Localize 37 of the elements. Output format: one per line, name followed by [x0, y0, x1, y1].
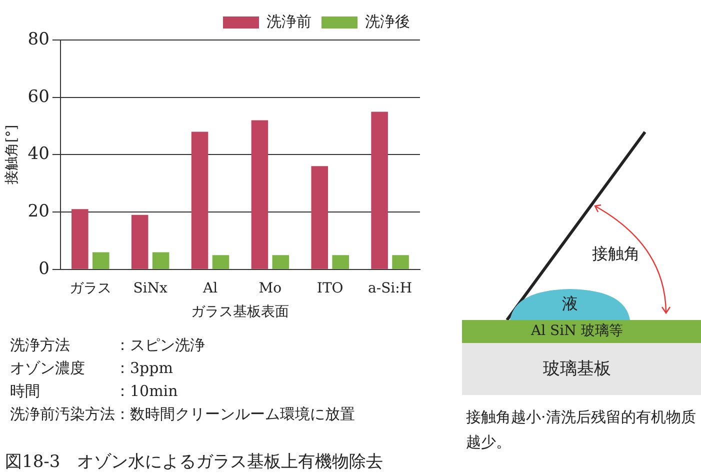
text: 接触角 — [592, 244, 640, 265]
text: オゾン濃度：3ppm — [10, 359, 173, 377]
x-tick-label: SiNx — [133, 280, 168, 296]
bar — [152, 252, 170, 269]
x-axis-title: ガラス基板表面 — [191, 304, 290, 320]
y-tick-label: 60 — [28, 86, 50, 107]
text: 玻璃基板 — [543, 358, 611, 380]
x-tick-label: a-Si:H — [368, 280, 412, 296]
x-tick-label: ITO — [316, 280, 344, 296]
y-axis-title: 接触角[°] — [4, 124, 20, 185]
bar — [311, 166, 328, 269]
x-tick-label: Al — [202, 280, 218, 296]
y-tick-label: 20 — [28, 201, 50, 222]
bar — [212, 255, 230, 269]
bar — [251, 120, 268, 269]
caption: 図18-3 オゾン水によるガラス基板上有機物除去 — [5, 451, 384, 473]
text: 接触角越小·清洗后残留的有机物质越少。 — [466, 407, 697, 453]
bar — [272, 255, 290, 269]
bar — [191, 132, 208, 269]
text: 洗浄方法：スピン洗浄 — [10, 336, 205, 354]
bar — [371, 112, 388, 269]
legend-label: 洗浄前 — [266, 12, 312, 30]
bar — [131, 214, 148, 269]
bar — [332, 255, 349, 269]
text: 洗浄前汚染方法：数時間クリーンルーム環境に放置 — [10, 404, 355, 425]
x-tick-label: Mo — [258, 280, 282, 296]
text: 液 — [562, 294, 578, 315]
legend-label: 洗浄後 — [365, 12, 410, 30]
bar — [92, 252, 110, 269]
text: Al SiN 玻璃等 — [531, 322, 623, 340]
text: 時間：10min — [10, 382, 178, 400]
bar — [72, 209, 88, 269]
y-tick-label: 40 — [28, 144, 50, 164]
y-tick-label: 80 — [28, 29, 50, 50]
bar — [392, 255, 409, 269]
x-tick-label: ガラス — [69, 280, 112, 296]
y-tick-label: 0 — [38, 258, 50, 279]
